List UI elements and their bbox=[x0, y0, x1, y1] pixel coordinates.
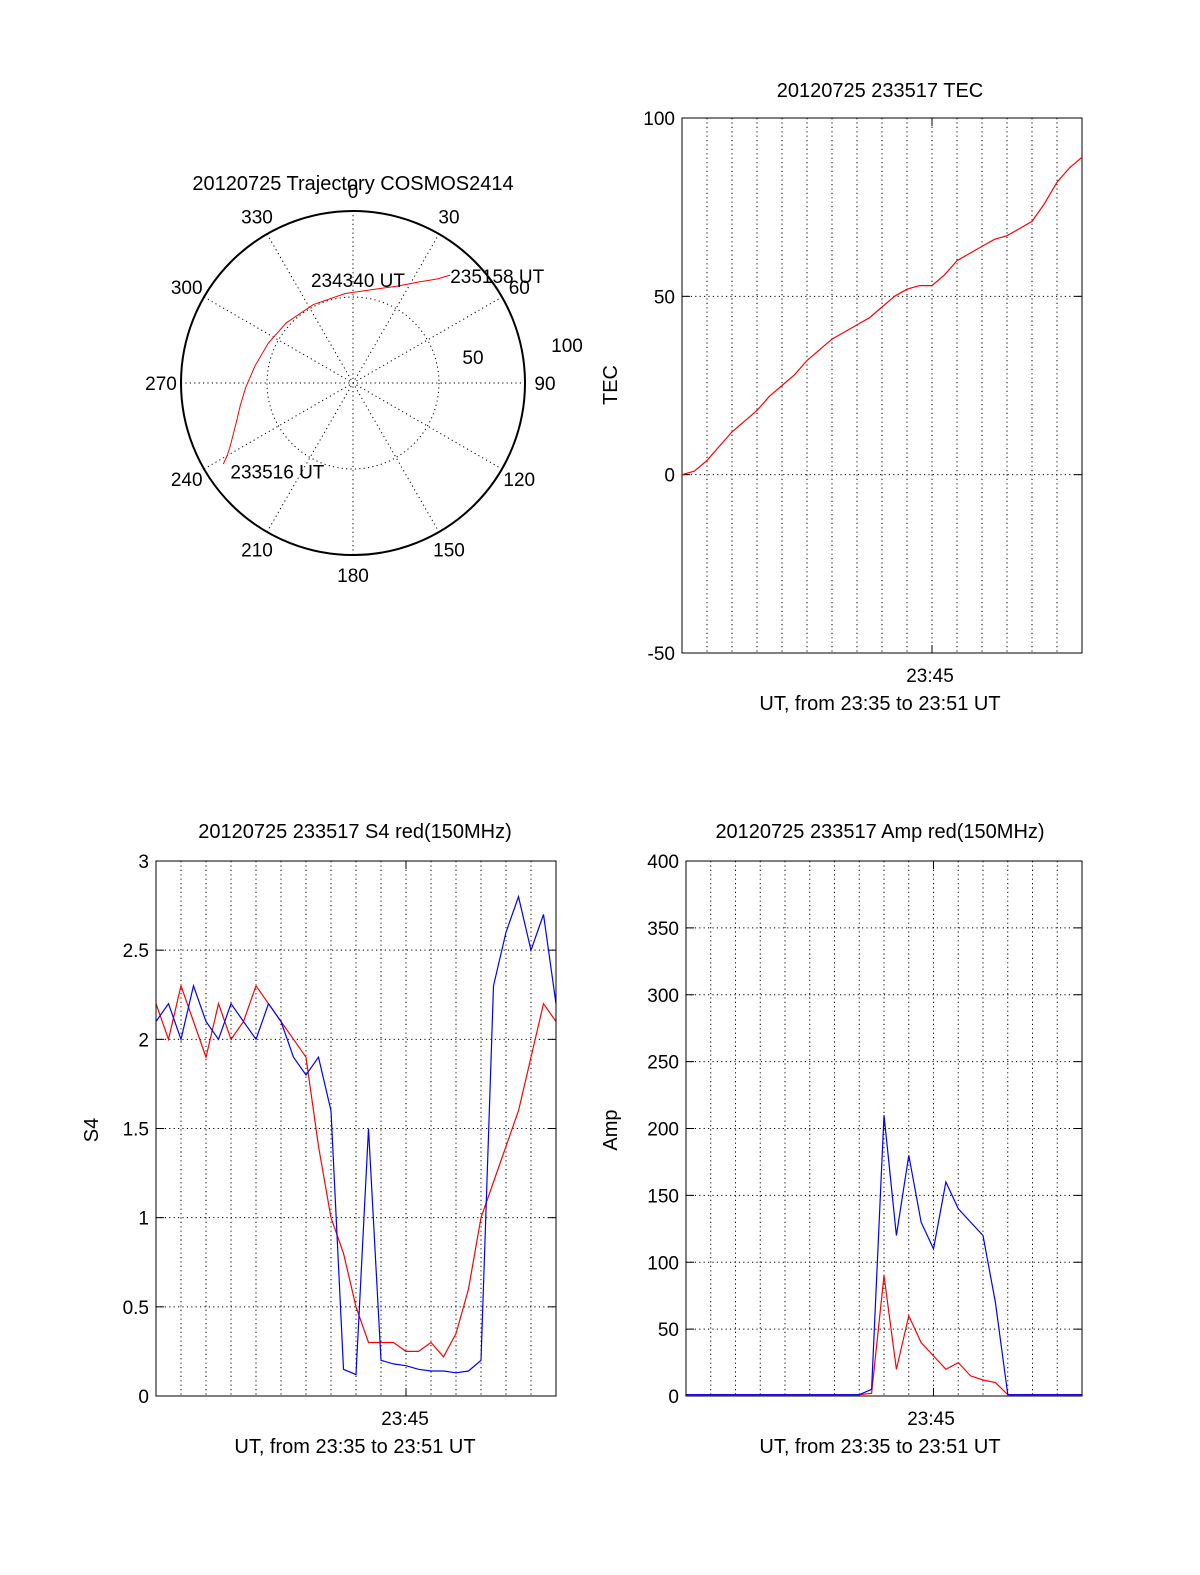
amp-plot: 20120725 233517 Amp red(150MHz) 0 50 100 15… bbox=[600, 821, 1083, 1458]
amp-y-tick-label: 50 bbox=[658, 1320, 679, 1341]
amp-y-tick-label: 200 bbox=[647, 1120, 679, 1141]
polar-angle-label: 240 bbox=[171, 470, 203, 491]
tec-x-tick-label: 23:45 bbox=[906, 666, 954, 687]
s4-ylabel: S4 bbox=[81, 1118, 103, 1142]
s4-grid bbox=[156, 861, 556, 1396]
amp-y-tick-label: 150 bbox=[647, 1186, 679, 1207]
polar-angle-label: 300 bbox=[171, 278, 203, 299]
amp-ylabel: Amp bbox=[600, 1109, 622, 1150]
polar-spokes bbox=[181, 211, 525, 555]
amp-grid bbox=[686, 861, 1082, 1396]
polar-radial-label-50: 50 bbox=[462, 348, 483, 369]
s4-y-ticks: 0 0.5 1 1.5 2 2.5 3 bbox=[123, 852, 556, 1408]
trajectory-annotation: 235158 UT bbox=[450, 267, 544, 288]
tec-series bbox=[681, 156, 1083, 476]
polar-angle-label: 150 bbox=[433, 540, 465, 561]
s4-title: 20120725 233517 S4 red(150MHz) bbox=[198, 821, 512, 843]
polar-angle-label: 180 bbox=[337, 566, 369, 587]
tec-series-line-1 bbox=[681, 156, 1083, 476]
polar-angle-label: 330 bbox=[241, 208, 273, 229]
amp-y-tick-label: 350 bbox=[647, 919, 679, 940]
tec-y-tick-label: 0 bbox=[664, 466, 675, 487]
polar-trajectory-plot: 20120725 Trajectory COSMOS2414 0 30 60 90 12… bbox=[145, 173, 583, 587]
amp-y-tick-label: 0 bbox=[668, 1387, 679, 1408]
tec-plot: 20120725 233517 TEC -50 0 50 100 23:45 UT, … bbox=[600, 80, 1083, 715]
polar-angle-label: 210 bbox=[241, 540, 273, 561]
polar-angle-label: 90 bbox=[534, 374, 555, 395]
amp-y-tick-label: 100 bbox=[647, 1253, 679, 1274]
tec-y-tick-label: 50 bbox=[654, 287, 675, 308]
s4-y-tick-label: 0 bbox=[138, 1387, 149, 1408]
tec-y-ticks: -50 0 50 100 bbox=[643, 109, 1082, 665]
polar-spoke bbox=[266, 233, 440, 533]
s4-series-line-2 bbox=[155, 894, 557, 1376]
polar-angle-label: 270 bbox=[145, 374, 177, 395]
s4-series bbox=[155, 894, 557, 1376]
amp-y-tick-label: 400 bbox=[647, 852, 679, 873]
s4-plot: 20120725 233517 S4 red(150MHz) 0 0.5 1 1.5 2… bbox=[81, 821, 557, 1458]
s4-y-tick-label: 3 bbox=[138, 852, 149, 873]
s4-y-tick-label: 2.5 bbox=[123, 941, 149, 962]
amp-y-ticks: 0 50 100 150 200 250 300 350 400 bbox=[647, 852, 1082, 1408]
tec-ylabel: TEC bbox=[600, 365, 622, 405]
s4-y-tick-label: 2 bbox=[138, 1030, 149, 1051]
s4-y-tick-label: 0.5 bbox=[123, 1298, 149, 1319]
trajectory-annotation: 234340 UT bbox=[311, 271, 405, 292]
s4-series-line-1 bbox=[155, 983, 557, 1358]
polar-angle-label: 60 bbox=[509, 278, 530, 299]
tec-y-tick-label: -50 bbox=[648, 644, 675, 665]
tec-axes-frame bbox=[681, 117, 1083, 654]
amp-x-tick-label: 23:45 bbox=[907, 1409, 955, 1430]
trajectory-line bbox=[222, 274, 451, 465]
amp-series-line-2 bbox=[686, 1115, 1082, 1396]
amp-series bbox=[686, 1115, 1082, 1396]
amp-y-tick-label: 250 bbox=[647, 1053, 679, 1074]
trajectory-annotations: 235158 UT 234340 UT 233516 UT bbox=[230, 267, 544, 483]
tec-xlabel: UT, from 23:35 to 23:51 UT bbox=[759, 693, 1000, 715]
s4-xlabel: UT, from 23:35 to 23:51 UT bbox=[234, 1436, 475, 1458]
polar-title: 20120725 Trajectory COSMOS2414 bbox=[192, 173, 513, 195]
polar-angle-label: 120 bbox=[503, 470, 535, 491]
s4-y-tick-label: 1 bbox=[138, 1209, 149, 1230]
s4-y-tick-label: 1.5 bbox=[123, 1120, 149, 1141]
tec-y-tick-label: 100 bbox=[643, 109, 675, 130]
amp-xlabel: UT, from 23:35 to 23:51 UT bbox=[759, 1436, 1000, 1458]
tec-grid bbox=[682, 118, 1082, 653]
polar-angle-label: 0 bbox=[348, 182, 359, 203]
s4-x-tick-label: 23:45 bbox=[381, 1409, 429, 1430]
polar-angle-labels: 0 30 60 90 120 150 180 210 240 270 300 330 bbox=[145, 182, 555, 587]
amp-y-tick-label: 300 bbox=[647, 986, 679, 1007]
polar-angle-label: 30 bbox=[438, 208, 459, 229]
tec-title: 20120725 233517 TEC bbox=[777, 80, 983, 102]
polar-radial-label-100: 100 bbox=[551, 336, 583, 357]
trajectory-annotation: 233516 UT bbox=[230, 462, 324, 483]
polar-mid-circle bbox=[266, 296, 440, 470]
amp-title: 20120725 233517 Amp red(150MHz) bbox=[715, 821, 1044, 843]
